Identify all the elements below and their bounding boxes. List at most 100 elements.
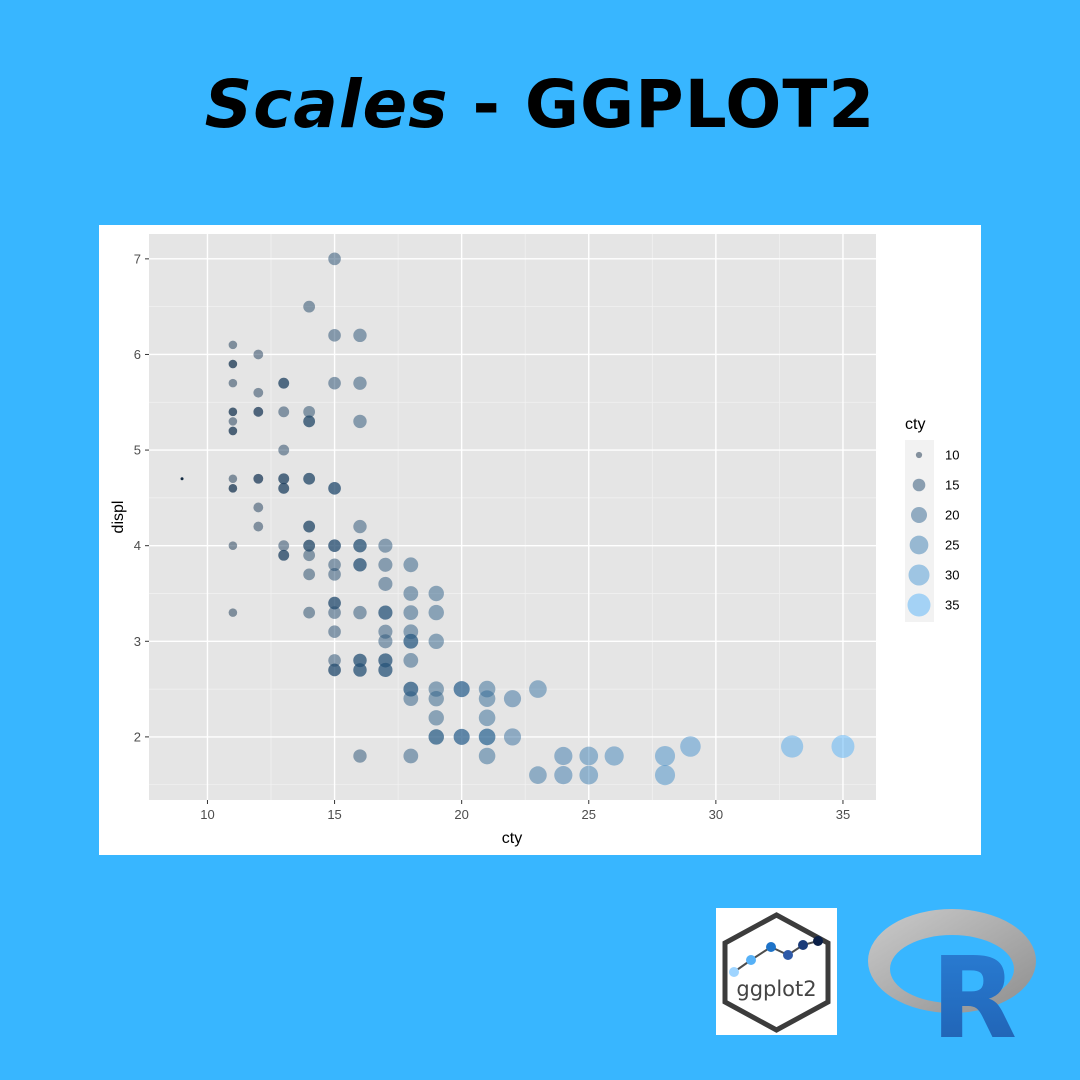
- data-point: [554, 766, 573, 785]
- data-point: [378, 605, 393, 620]
- data-point: [403, 586, 419, 601]
- data-point: [503, 690, 522, 708]
- data-point: [180, 477, 184, 481]
- plot-background: [149, 234, 876, 800]
- ggplot2-logo: ggplot2: [716, 908, 837, 1035]
- legend-key: [915, 451, 923, 459]
- x-tick-label: 20: [454, 807, 468, 822]
- data-point: [328, 568, 341, 581]
- data-point: [253, 387, 264, 398]
- data-point: [328, 329, 341, 342]
- data-point: [781, 735, 804, 758]
- y-axis-title: displ: [110, 501, 127, 534]
- data-point: [529, 680, 547, 698]
- y-tick-label: 6: [134, 347, 141, 362]
- data-point: [478, 709, 496, 727]
- data-point: [303, 568, 316, 581]
- y-tick-label: 3: [134, 634, 141, 649]
- data-point: [453, 681, 470, 698]
- data-point: [328, 252, 341, 266]
- legend-key: [910, 506, 928, 524]
- data-point: [328, 663, 341, 677]
- data-point: [228, 407, 238, 417]
- data-point: [278, 377, 290, 389]
- data-point: [228, 417, 238, 426]
- page-title: Scales - GGPLOT2: [0, 66, 1080, 143]
- data-point: [278, 406, 290, 418]
- data-point: [353, 376, 367, 390]
- r-logo: R: [862, 905, 1042, 1064]
- data-point: [403, 605, 419, 620]
- data-point: [253, 473, 264, 484]
- data-point: [253, 521, 264, 532]
- data-point: [428, 729, 444, 745]
- data-point: [453, 728, 470, 745]
- data-point: [328, 539, 341, 552]
- data-point: [428, 604, 444, 621]
- legend-key: [912, 478, 926, 492]
- logo-text: ggplot2: [736, 977, 816, 1001]
- y-tick-label: 7: [134, 251, 141, 266]
- data-point: [428, 710, 444, 726]
- data-point: [228, 426, 238, 436]
- scatter-chart: 10 15 20 25 30 35 2 3 4 5 6 7 cty displ cty 10 15 20…: [110, 234, 959, 847]
- data-point: [303, 300, 316, 313]
- data-point: [303, 549, 316, 562]
- legend-title: cty: [905, 416, 925, 433]
- data-point: [378, 576, 393, 591]
- data-point: [378, 634, 393, 649]
- data-point: [831, 734, 855, 758]
- data-point: [478, 747, 496, 765]
- logo-dot: [798, 940, 808, 950]
- legend-label: 35: [945, 598, 959, 613]
- legend-label: 20: [945, 508, 959, 523]
- data-point: [604, 746, 624, 766]
- x-tick-label: 25: [582, 807, 596, 822]
- data-point: [278, 540, 290, 552]
- data-point: [403, 557, 419, 573]
- y-tick-labels: 2 3 4 5 6 7: [134, 251, 141, 744]
- data-point: [253, 502, 264, 513]
- axis-ticks: [145, 258, 844, 804]
- data-point: [353, 519, 367, 534]
- r-letter: R: [931, 934, 1017, 1040]
- data-point: [228, 340, 238, 350]
- data-point: [278, 473, 290, 485]
- data-point: [353, 605, 367, 620]
- data-point: [478, 728, 496, 746]
- data-point: [228, 474, 238, 484]
- data-point: [328, 654, 341, 667]
- data-point: [253, 406, 264, 417]
- data-point: [328, 596, 341, 610]
- data-point: [328, 482, 341, 495]
- data-point: [654, 745, 676, 767]
- x-tick-label: 35: [836, 807, 850, 822]
- data-point: [403, 691, 419, 707]
- y-tick-label: 2: [134, 729, 141, 744]
- legend-key-background: [905, 440, 934, 622]
- hex-outline: [722, 912, 831, 1033]
- legend: cty 10 15 20 25 30 35: [905, 416, 959, 622]
- legend-key: [908, 564, 930, 586]
- data-point: [228, 541, 238, 550]
- data-point: [303, 415, 316, 428]
- data-point: [403, 633, 419, 649]
- data-point: [353, 328, 367, 343]
- legend-key: [907, 593, 931, 617]
- data-point: [403, 748, 419, 764]
- data-point: [303, 539, 316, 552]
- title-italic-part: Scales: [204, 66, 449, 143]
- x-tick-labels: 10 15 20 25 30 35: [200, 807, 850, 822]
- data-point: [353, 653, 367, 668]
- logo-dot: [766, 942, 776, 952]
- data-point: [579, 765, 599, 785]
- legend-key: [909, 535, 929, 555]
- data-point: [353, 538, 367, 553]
- legend-label: 30: [945, 568, 959, 583]
- data-point: [328, 606, 341, 619]
- data-point: [353, 558, 367, 572]
- data-point: [278, 482, 290, 494]
- y-tick-label: 5: [134, 443, 141, 458]
- data-point: [478, 690, 496, 707]
- data-point: [680, 736, 701, 757]
